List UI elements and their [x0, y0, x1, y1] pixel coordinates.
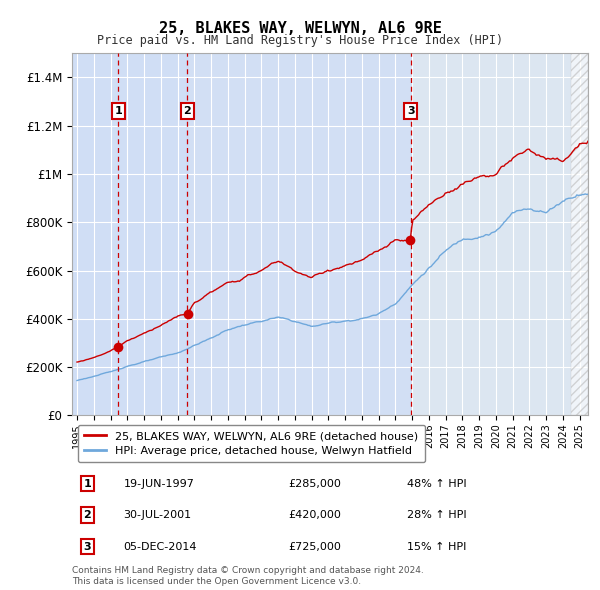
Text: 2: 2: [184, 106, 191, 116]
Text: 48% ↑ HPI: 48% ↑ HPI: [407, 478, 467, 489]
Text: 1: 1: [83, 478, 91, 489]
Legend: 25, BLAKES WAY, WELWYN, AL6 9RE (detached house), HPI: Average price, detached h: 25, BLAKES WAY, WELWYN, AL6 9RE (detache…: [77, 425, 425, 463]
Text: 2: 2: [83, 510, 91, 520]
Text: 05-DEC-2014: 05-DEC-2014: [124, 542, 197, 552]
Text: This data is licensed under the Open Government Licence v3.0.: This data is licensed under the Open Gov…: [72, 577, 361, 586]
Text: £725,000: £725,000: [289, 542, 341, 552]
Text: 30-JUL-2001: 30-JUL-2001: [124, 510, 192, 520]
Text: 19-JUN-1997: 19-JUN-1997: [124, 478, 194, 489]
Text: £285,000: £285,000: [289, 478, 341, 489]
Text: Price paid vs. HM Land Registry's House Price Index (HPI): Price paid vs. HM Land Registry's House …: [97, 34, 503, 47]
Bar: [72, 53, 187, 415]
Text: 25, BLAKES WAY, WELWYN, AL6 9RE: 25, BLAKES WAY, WELWYN, AL6 9RE: [158, 21, 442, 35]
Text: 28% ↑ HPI: 28% ↑ HPI: [407, 510, 467, 520]
Text: 3: 3: [83, 542, 91, 552]
Text: 1: 1: [115, 106, 122, 116]
Text: 15% ↑ HPI: 15% ↑ HPI: [407, 542, 467, 552]
Text: 3: 3: [407, 106, 415, 116]
Text: £420,000: £420,000: [289, 510, 341, 520]
Text: Contains HM Land Registry data © Crown copyright and database right 2024.: Contains HM Land Registry data © Crown c…: [72, 566, 424, 575]
Bar: [187, 53, 411, 415]
